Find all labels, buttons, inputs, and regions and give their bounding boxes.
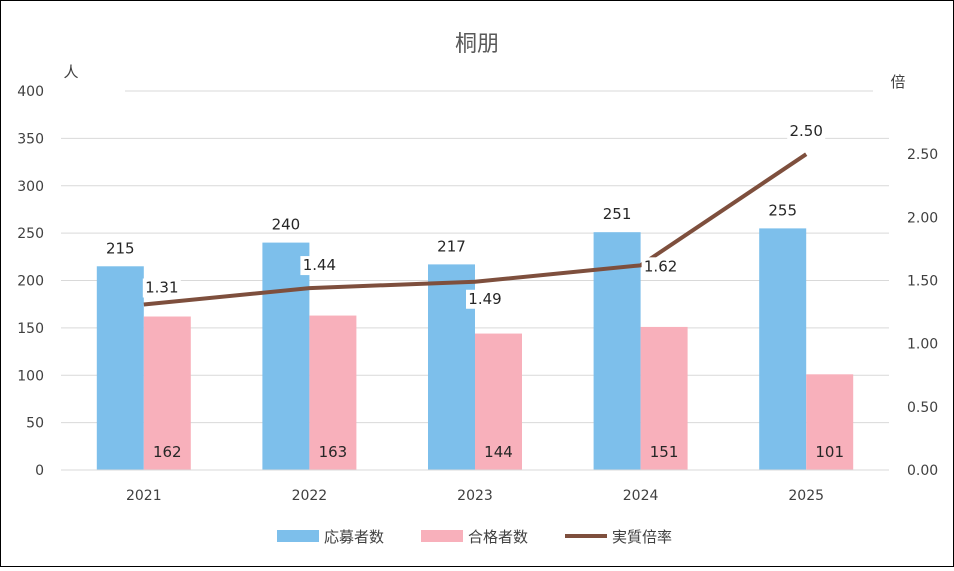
bar-passers <box>475 333 522 470</box>
right-tick-label: 1.50 <box>907 274 938 290</box>
data-label-passers: 162 <box>153 443 182 461</box>
data-label-ratio: 1.31 <box>145 279 178 297</box>
right-axis-unit: 倍 <box>890 73 905 91</box>
legend-label: 実質倍率 <box>612 528 672 546</box>
ratio-label-bg <box>142 278 181 298</box>
data-label-ratio: 1.62 <box>644 257 677 275</box>
right-tick-label: 0.50 <box>907 400 938 416</box>
x-tick-label: 2025 <box>788 488 824 504</box>
legend-label: 応募者数 <box>324 528 384 546</box>
data-label-applicants: 251 <box>603 205 632 223</box>
right-tick-label: 0.00 <box>907 463 938 479</box>
data-label-ratio: 1.49 <box>468 290 501 308</box>
ratio-label-bg <box>300 256 339 276</box>
data-label-passers: 101 <box>815 443 844 461</box>
left-tick-label: 300 <box>17 179 44 195</box>
left-tick-label: 50 <box>26 416 44 432</box>
legend-swatch <box>277 530 319 542</box>
left-tick-label: 0 <box>35 463 44 479</box>
left-tick-label: 150 <box>17 321 44 337</box>
left-tick-label: 100 <box>17 368 44 384</box>
bar-passers <box>309 315 357 470</box>
right-tick-label: 2.50 <box>907 147 938 163</box>
ratio-polyline <box>143 152 808 307</box>
x-tick-label: 2024 <box>623 488 659 504</box>
bar-passers <box>143 316 191 470</box>
legend-swatch <box>421 530 463 542</box>
left-tick-label: 250 <box>17 226 44 242</box>
right-tick-label: 1.00 <box>907 337 938 353</box>
left-tick-label: 200 <box>17 274 44 290</box>
ratio-label-bg <box>641 257 680 277</box>
right-tick-label: 2.00 <box>907 210 938 226</box>
data-label-applicants: 240 <box>272 216 301 234</box>
data-labels: 215 162 240 163 217 144 251 151 255 101 1.31 1.44 1.… <box>106 122 844 461</box>
data-label-passers: 144 <box>484 443 513 461</box>
left-axis-unit: 人 <box>63 63 78 81</box>
data-label-ratio: 2.50 <box>789 122 822 140</box>
data-label-applicants: 217 <box>437 237 466 255</box>
left-tick-label: 400 <box>17 84 44 100</box>
bar-applicants <box>759 228 807 470</box>
data-label-applicants: 215 <box>106 239 135 257</box>
x-tick-label: 2023 <box>457 488 493 504</box>
legend-label: 合格者数 <box>468 528 528 546</box>
bar-applicants <box>262 242 310 470</box>
bar-passers <box>806 374 854 470</box>
bar-applicants <box>96 266 144 470</box>
ratio-label-bg <box>787 122 826 142</box>
bar-applicants <box>593 232 641 470</box>
x-tick-label: 2022 <box>292 488 328 504</box>
bars <box>96 228 854 470</box>
data-label-ratio: 1.44 <box>303 256 336 274</box>
legend: 応募者数 合格者数 実質倍率 <box>277 528 672 546</box>
ratio-line <box>143 152 808 307</box>
bar-passers <box>640 326 688 470</box>
axes: 400 350 300 250 200 150 100 50 0 2.50 2.00 1.50 1.00… <box>17 84 938 504</box>
chart-title: 桐朋 <box>455 32 499 57</box>
left-tick-label: 350 <box>17 131 44 147</box>
data-label-applicants: 255 <box>768 201 797 219</box>
data-label-passers: 163 <box>319 443 348 461</box>
ratio-label-bg <box>466 289 504 309</box>
data-label-passers: 151 <box>650 443 679 461</box>
x-tick-label: 2021 <box>126 488 162 504</box>
